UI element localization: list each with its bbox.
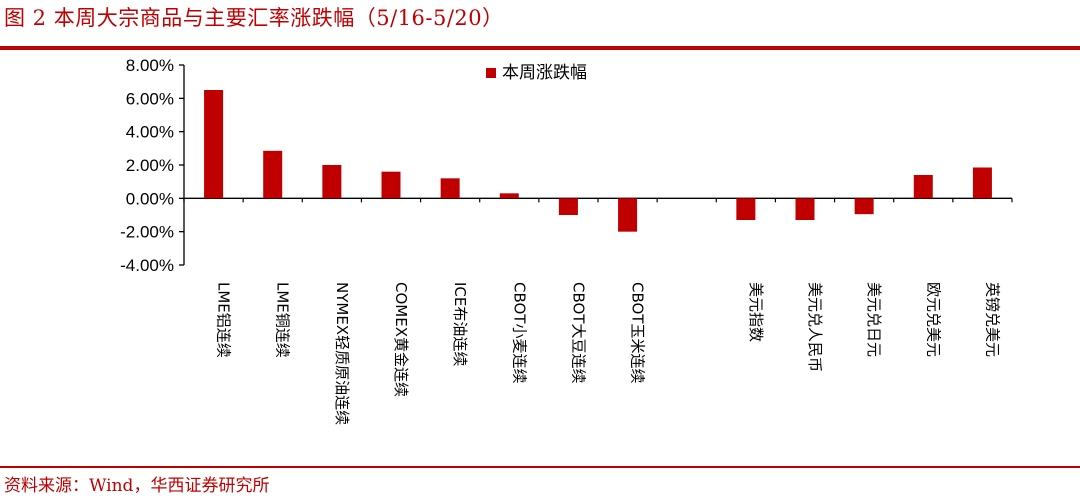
x-category-label: LME铜连续 [274, 282, 292, 358]
x-category-label-group: 美元兑人民币 [806, 282, 824, 372]
bar [440, 178, 460, 199]
source-note: 资料来源：Wind，华西证券研究所 [4, 476, 270, 496]
bar [913, 175, 933, 199]
bar [736, 198, 756, 220]
x-category-label: 美元指数 [747, 282, 765, 342]
x-category-label-group: CBOT小麦连续 [510, 282, 528, 383]
legend-swatch [486, 68, 496, 78]
x-category-label-group: LME铜连续 [274, 282, 292, 358]
bar [263, 150, 283, 199]
x-category-label: CBOT小麦连续 [510, 282, 528, 383]
y-tick-label: 6.00% [126, 89, 174, 108]
bar [204, 90, 224, 199]
x-category-label: 英镑兑美元 [983, 282, 1001, 357]
x-category-label-group: LME铝连续 [215, 282, 233, 358]
bar [618, 198, 638, 232]
x-category-label-group: ICE布油连续 [451, 282, 469, 366]
x-category-label-group: CBOT玉米连续 [629, 282, 647, 383]
x-category-label: CBOT玉米连续 [629, 282, 647, 383]
bar-chart: 8.00% 6.00% 4.00% 2.00% 0.00% -2.00% -4.00% LME… [120, 56, 1013, 425]
x-category-label-group: 美元指数 [747, 282, 765, 342]
x-category-label-group: NYMEX轻质原油连续 [333, 282, 351, 425]
y-tick-label: -2.00% [120, 223, 174, 242]
x-category-label: 美元兑人民币 [806, 282, 824, 372]
legend-label: 本周涨跌幅 [502, 63, 587, 83]
bar [381, 171, 401, 199]
x-category-label-group: 美元兑日元 [865, 282, 883, 357]
x-category-label: NYMEX轻质原油连续 [333, 282, 351, 425]
x-category-label-group: COMEX黄金连续 [392, 282, 410, 397]
top-rule [0, 46, 1080, 50]
y-tick-label: -4.00% [120, 256, 174, 275]
bar [499, 193, 519, 199]
bar [972, 167, 992, 199]
figure-title: 图 2 本周大宗商品与主要汇率涨跌幅（5/16-5/20） [4, 6, 504, 30]
bar [322, 165, 342, 199]
y-tick-label: 4.00% [126, 123, 174, 142]
x-category-label: 美元兑日元 [865, 282, 883, 357]
y-tick-label: 0.00% [126, 189, 174, 208]
x-category-label: LME铝连续 [215, 282, 233, 358]
x-category-label-group: CBOT大豆连续 [569, 282, 587, 383]
x-category-label: COMEX黄金连续 [392, 282, 410, 397]
x-category-label-group: 欧元兑美元 [924, 282, 942, 357]
x-category-label: 欧元兑美元 [924, 282, 942, 357]
bar [558, 198, 578, 215]
bar [795, 198, 815, 220]
y-tick-label: 8.00% [126, 56, 174, 75]
bottom-rule [0, 466, 1080, 468]
x-category-label-group: 英镑兑美元 [983, 282, 1001, 357]
x-category-label: ICE布油连续 [451, 282, 469, 366]
bar [854, 198, 874, 215]
x-category-label: CBOT大豆连续 [569, 282, 587, 383]
y-tick-label: 2.00% [126, 156, 174, 175]
